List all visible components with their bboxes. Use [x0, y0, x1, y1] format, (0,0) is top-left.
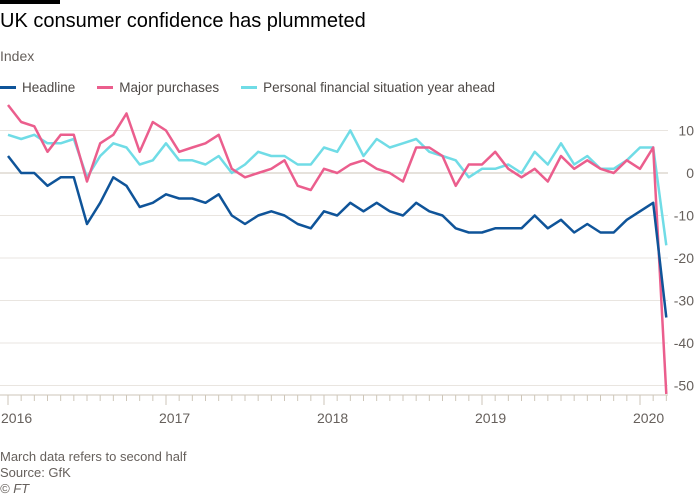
legend-swatch [241, 86, 258, 89]
y-tick-label: 0 [686, 165, 694, 181]
series-line-personal-financial-situation-year-ahead [7, 129, 668, 246]
line-chart: 10 0 -10 -20 -30 -40 -50 2016 2017 2018 2019 2020 [0, 104, 694, 426]
legend: Headline Major purchases Personal financ… [0, 80, 517, 95]
legend-label: Headline [22, 80, 76, 95]
legend-item-major-purchases: Major purchases [97, 80, 219, 95]
y-tick-label: -50 [674, 378, 694, 394]
x-tick-label: 2018 [317, 410, 348, 426]
legend-swatch [0, 86, 16, 89]
copyright: © FT [0, 481, 30, 496]
ft-brand-bar [0, 0, 60, 4]
x-tick-label: 2017 [159, 410, 190, 426]
series-line-headline [7, 155, 668, 318]
legend-swatch [97, 86, 114, 89]
chart-subtitle: Index [0, 48, 35, 64]
y-tick-label: -10 [674, 208, 694, 224]
legend-label: Personal financial situation year ahead [263, 80, 495, 95]
x-tick-label: 2019 [475, 410, 506, 426]
footnote: March data refers to second half [0, 449, 187, 464]
y-tick-label: -20 [674, 250, 694, 266]
y-tick-label: -40 [674, 335, 694, 351]
x-tick-label: 2020 [633, 410, 664, 426]
y-tick-label: 10 [678, 123, 694, 139]
series-line-major-purchases [7, 104, 668, 395]
legend-item-headline: Headline [0, 80, 75, 95]
legend-label: Major purchases [119, 80, 220, 95]
y-tick-label: -30 [674, 293, 694, 309]
x-tick-label: 2016 [1, 410, 32, 426]
source: Source: GfK [0, 465, 71, 480]
chart-title: UK consumer confidence has plummeted [0, 10, 366, 32]
legend-item-personal-financial: Personal financial situation year ahead [241, 80, 495, 95]
